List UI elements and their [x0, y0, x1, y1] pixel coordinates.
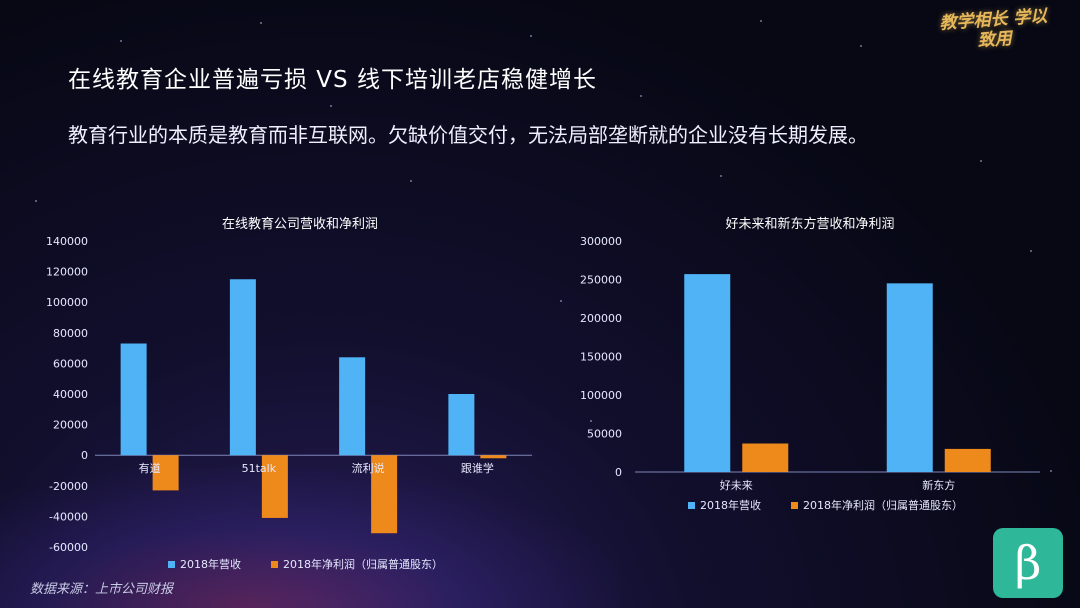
- x-category-label: 流利说: [352, 461, 385, 475]
- revenue-bar: [120, 343, 147, 456]
- legend-label: 2018年净利润（归属普通股东）: [803, 498, 963, 512]
- profit-bar: [261, 455, 288, 518]
- data-source-note: 数据来源：上市公司财报: [30, 582, 174, 597]
- x-category-label: 好未来: [720, 478, 753, 492]
- profit-bar: [944, 448, 991, 472]
- y-tick-label: 80000: [53, 327, 88, 340]
- profit-bar: [371, 455, 398, 534]
- legend-swatch: [791, 502, 798, 509]
- revenue-bar: [339, 357, 366, 456]
- revenue-bar: [448, 394, 475, 456]
- y-tick-label: 100000: [580, 389, 622, 402]
- background-glow: [0, 468, 620, 608]
- y-tick-label: -20000: [49, 480, 88, 493]
- y-tick-label: 20000: [53, 419, 88, 432]
- brand-logo: β: [993, 528, 1063, 598]
- legend-label: 2018年营收: [700, 498, 761, 512]
- legend-swatch: [688, 502, 695, 509]
- y-tick-label: 140000: [46, 235, 88, 248]
- legend-label: 2018年净利润（归属普通股东）: [283, 557, 443, 571]
- y-tick-label: 50000: [587, 428, 622, 441]
- y-tick-label: 100000: [46, 296, 88, 309]
- y-tick-label: 250000: [580, 274, 622, 287]
- y-tick-label: 120000: [46, 266, 88, 279]
- revenue-bar: [229, 279, 256, 456]
- y-tick-label: -40000: [49, 510, 88, 523]
- legend-label: 2018年营收: [180, 557, 241, 571]
- y-tick-label: 300000: [580, 235, 622, 248]
- chart-title: 在线教育公司营收和净利润: [222, 216, 378, 232]
- chart-title: 好未来和新东方营收和净利润: [725, 216, 894, 232]
- legend-swatch: [168, 561, 175, 568]
- revenue-bar: [684, 274, 731, 472]
- y-tick-label: 200000: [580, 312, 622, 325]
- y-tick-label: 40000: [53, 388, 88, 401]
- y-tick-label: 0: [615, 466, 622, 479]
- x-category-label: 有道: [139, 461, 161, 475]
- legend-swatch: [271, 561, 278, 568]
- y-tick-label: 150000: [580, 351, 622, 364]
- page-subtitle: 教育行业的本质是教育而非互联网。欠缺价值交付，无法局部垄断就的企业没有长期发展。: [68, 123, 868, 147]
- x-category-label: 51talk: [242, 462, 277, 475]
- profit-bar: [152, 455, 179, 491]
- page-title: 在线教育企业普遍亏损 VS 线下培训老店稳健增长: [68, 67, 597, 93]
- profit-bar: [480, 455, 507, 459]
- y-tick-label: -60000: [49, 541, 88, 554]
- profit-bar: [742, 443, 789, 472]
- beta-symbol: β: [1014, 536, 1042, 590]
- y-tick-label: 60000: [53, 357, 88, 370]
- y-tick-label: 0: [81, 449, 88, 462]
- revenue-bar: [886, 283, 933, 472]
- x-category-label: 跟谁学: [461, 461, 494, 475]
- x-category-label: 新东方: [922, 478, 955, 492]
